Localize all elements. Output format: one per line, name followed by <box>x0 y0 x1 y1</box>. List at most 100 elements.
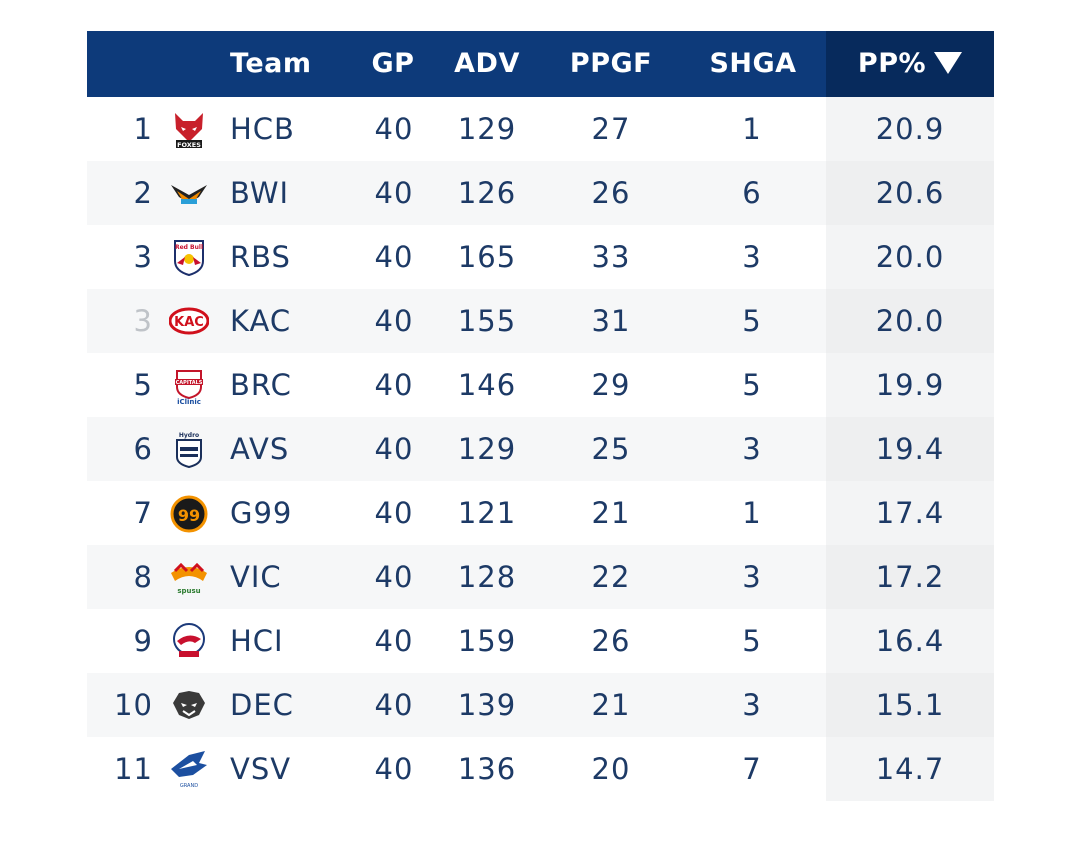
rank-cell: 3 <box>133 304 153 338</box>
shga-cell: 3 <box>742 560 762 594</box>
shga-cell: 1 <box>742 112 762 146</box>
sorted-column-bg <box>826 161 994 225</box>
gp-cell: 40 <box>374 624 414 658</box>
svg-text:CAPITALS: CAPITALS <box>176 380 203 386</box>
team-abbr-cell[interactable]: DEC <box>230 688 294 722</box>
adv-cell: 136 <box>457 752 517 786</box>
pp-percent-cell: 19.9 <box>875 368 945 402</box>
pp-percent-cell: 17.4 <box>875 496 945 530</box>
team-abbr-cell[interactable]: VIC <box>230 560 282 594</box>
kac-oval-logo[interactable]: KAC <box>168 301 210 341</box>
sorted-column-bg <box>826 353 994 417</box>
svg-text:KAC: KAC <box>174 315 204 330</box>
column-header-gp[interactable]: GP <box>371 48 415 79</box>
team-abbr-cell[interactable]: G99 <box>230 496 293 530</box>
ppgf-cell: 25 <box>591 432 631 466</box>
red-bull-logo[interactable]: Red Bull <box>169 237 209 277</box>
shga-cell: 3 <box>742 240 762 274</box>
team-abbr-cell[interactable]: KAC <box>230 304 292 338</box>
adv-cell: 129 <box>457 432 517 466</box>
pp-percent-cell: 20.6 <box>875 176 945 210</box>
table-row[interactable]: 8 VIC 40 128 22 3 17.2 spusu <box>87 545 994 609</box>
svg-text:spusu: spusu <box>177 587 200 595</box>
sharks-logo[interactable] <box>169 621 209 661</box>
capitals-script-logo[interactable]: spusu <box>169 557 209 597</box>
gp-cell: 40 <box>374 176 414 210</box>
adv-cell: 126 <box>457 176 517 210</box>
team-abbr-cell[interactable]: BRC <box>230 368 292 402</box>
table-row[interactable]: 7 G99 40 121 21 1 17.4 99 <box>87 481 994 545</box>
sorted-column-header-bg <box>826 31 994 97</box>
shga-cell: 3 <box>742 432 762 466</box>
ninety-nine-circle-logo[interactable]: 99 <box>169 493 209 533</box>
panther-head-logo[interactable] <box>169 685 209 725</box>
adv-cell: 121 <box>457 496 517 530</box>
ppgf-cell: 27 <box>591 112 631 146</box>
gp-cell: 40 <box>374 112 414 146</box>
ppgf-cell: 31 <box>591 304 631 338</box>
column-header-adv[interactable]: ADV <box>454 48 520 79</box>
team-abbr-cell[interactable]: HCI <box>230 624 284 658</box>
table-row[interactable]: 5 BRC 40 146 29 5 19.9 CAPITALS iClinic <box>87 353 994 417</box>
shga-cell: 6 <box>742 176 762 210</box>
shga-cell: 7 <box>742 752 762 786</box>
shga-cell: 5 <box>742 304 762 338</box>
pp-percent-cell: 19.4 <box>875 432 945 466</box>
team-abbr-cell[interactable]: RBS <box>230 240 291 274</box>
rank-cell: 7 <box>133 496 153 530</box>
table-row[interactable]: 11 VSV 40 136 20 7 14.7 GRAND <box>87 737 994 801</box>
svg-text:99: 99 <box>178 506 200 525</box>
team-abbr-cell[interactable]: HCB <box>230 112 295 146</box>
gp-cell: 40 <box>374 368 414 402</box>
shga-cell: 5 <box>742 624 762 658</box>
gp-cell: 40 <box>374 432 414 466</box>
column-header-shga[interactable]: SHGA <box>709 48 797 79</box>
team-abbr-cell[interactable]: AVS <box>230 432 290 466</box>
column-header-pp-percent[interactable]: PP% <box>826 31 994 97</box>
winged-emblem-logo[interactable] <box>169 173 209 213</box>
rank-cell: 6 <box>133 432 153 466</box>
table-row[interactable]: 2 BWI 40 126 26 6 20.6 <box>87 161 994 225</box>
sorted-column-bg <box>826 609 994 673</box>
gp-cell: 40 <box>374 688 414 722</box>
column-header-team[interactable]: Team <box>230 48 312 79</box>
table-row[interactable]: 1 HCB 40 129 27 1 20.9 FOXES <box>87 97 994 161</box>
svg-text:iClinic: iClinic <box>177 398 201 405</box>
svg-text:Hydro: Hydro <box>179 432 199 439</box>
sort-descending-icon <box>934 51 963 74</box>
rank-cell: 11 <box>114 752 153 786</box>
capitals-shield-logo[interactable]: CAPITALS iClinic <box>169 365 209 406</box>
gp-cell: 40 <box>374 560 414 594</box>
eagle-logo[interactable]: GRAND <box>169 749 209 789</box>
team-abbr-cell[interactable]: BWI <box>230 176 290 210</box>
svg-text:GRAND: GRAND <box>180 783 198 789</box>
rank-cell: 3 <box>133 240 153 274</box>
adv-cell: 146 <box>457 368 517 402</box>
ppgf-cell: 21 <box>591 688 631 722</box>
adv-cell: 129 <box>457 112 517 146</box>
table-row[interactable]: 3 KAC 40 155 31 5 20.0 KAC <box>87 289 994 353</box>
hydro-shield-logo[interactable]: Hydro <box>169 429 209 469</box>
pp-percent-cell: 20.0 <box>875 304 945 338</box>
sorted-column-bg <box>826 97 994 161</box>
fox-logo[interactable]: FOXES <box>169 109 209 149</box>
adv-cell: 128 <box>457 560 517 594</box>
column-header-ppgf[interactable]: PPGF <box>569 48 653 79</box>
sorted-column-bg <box>826 225 994 289</box>
table-row[interactable]: 6 AVS 40 129 25 3 19.4 Hydro <box>87 417 994 481</box>
adv-cell: 155 <box>457 304 517 338</box>
team-abbr-cell[interactable]: VSV <box>230 752 292 786</box>
pp-percent-cell: 20.0 <box>875 240 945 274</box>
adv-cell: 139 <box>457 688 517 722</box>
table-row[interactable]: 10 DEC 40 139 21 3 15.1 <box>87 673 994 737</box>
shga-cell: 3 <box>742 688 762 722</box>
table-row[interactable]: 9 HCI 40 159 26 5 16.4 <box>87 609 994 673</box>
shga-cell: 1 <box>742 496 762 530</box>
table-row[interactable]: 3 RBS 40 165 33 3 20.0 Red Bull <box>87 225 994 289</box>
rank-cell: 9 <box>133 624 153 658</box>
ppgf-cell: 26 <box>591 176 631 210</box>
pp-percent-cell: 17.2 <box>875 560 945 594</box>
shga-cell: 5 <box>742 368 762 402</box>
rank-cell: 5 <box>133 368 153 402</box>
ppgf-cell: 26 <box>591 624 631 658</box>
